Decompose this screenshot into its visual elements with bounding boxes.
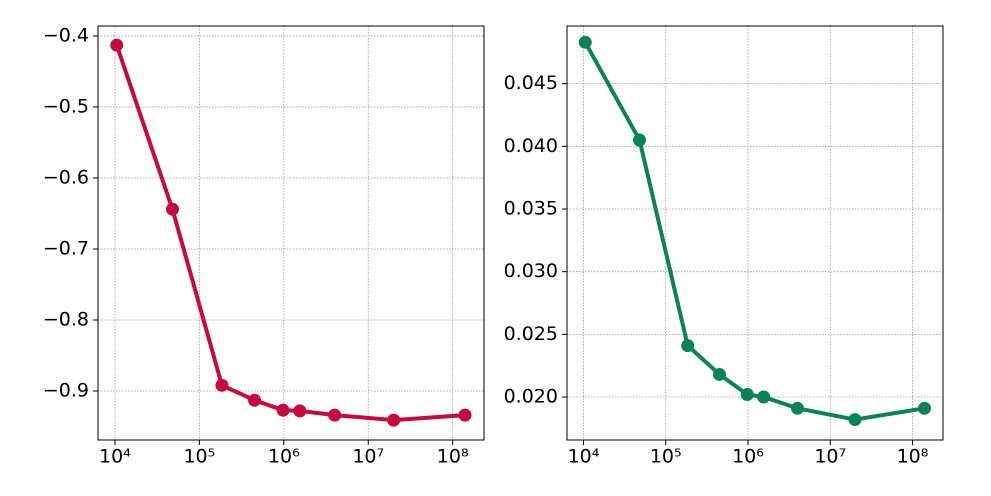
y-tick-label: −0.7 [43,237,89,259]
point [757,390,771,404]
x-tick-label: 10⁷ [814,446,846,468]
plot-frame [566,25,944,441]
x-tick-label: 10⁴ [99,446,131,468]
y-tick-label: 0.020 [504,386,558,408]
point [712,367,726,381]
x-tick-label: 10⁷ [352,446,384,468]
x-tick-label: 10⁶ [268,446,300,468]
point [387,413,401,427]
y-tick-label: −0.8 [43,308,89,330]
y-tick-label: 0.040 [504,135,558,157]
point [791,401,805,415]
y-tick-label: 0.025 [504,323,558,345]
y-tick-label: 0.030 [504,260,558,282]
y-tick-label: −0.6 [43,166,89,188]
point [248,393,262,407]
y-tick-label: −0.4 [43,24,89,46]
point [276,403,290,417]
x-tick-label: 10⁴ [568,446,600,468]
y-tick-label: −0.9 [43,380,89,402]
point [328,408,342,422]
x-tick-label: 10⁶ [732,446,764,468]
x-tick-label: 10⁸ [437,446,469,468]
point [848,413,862,427]
x-tick-label: 10⁵ [183,446,215,468]
x-tick-label: 10⁵ [650,446,682,468]
point [110,38,124,52]
point [215,378,229,392]
point [458,408,472,422]
point [165,202,179,216]
series-line [583,41,925,422]
point [681,339,695,353]
series-line [114,44,466,423]
plot-frame [97,25,485,441]
x-tick-label: 10⁸ [897,446,929,468]
y-tick-label: −0.5 [43,95,89,117]
y-tick-label: 0.035 [504,197,558,219]
point [917,401,931,415]
point [293,404,307,418]
point [633,133,647,147]
point [578,35,592,49]
point [740,388,754,402]
y-tick-label: 0.045 [504,72,558,94]
